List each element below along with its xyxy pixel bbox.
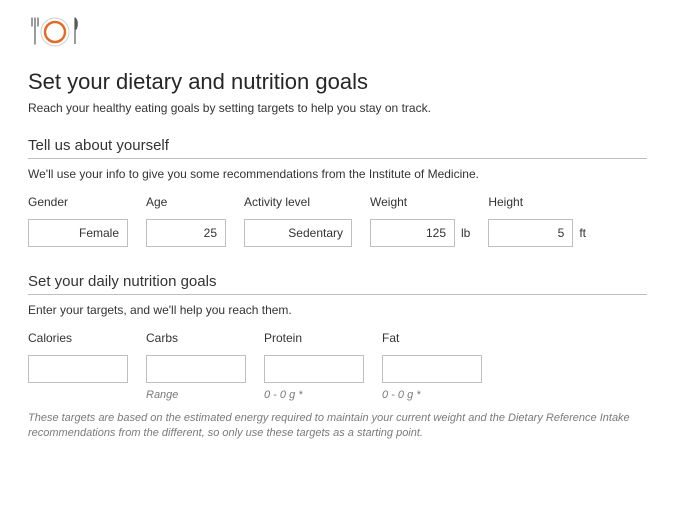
carbs-helper: Range — [146, 389, 246, 401]
age-field: Age 25 — [146, 195, 226, 247]
protein-helper: 0 - 0 g * — [264, 389, 364, 401]
height-unit: ft — [579, 226, 586, 240]
about-row: Gender Female Age 25 Activity level Sede… — [28, 195, 647, 247]
plate-setting-icon — [28, 14, 647, 55]
height-label: Height — [488, 195, 586, 209]
fat-label: Fat — [382, 331, 482, 345]
page-title: Set your dietary and nutrition goals — [28, 69, 647, 95]
protein-label: Protein — [264, 331, 364, 345]
activity-label: Activity level — [244, 195, 352, 209]
calories-field: Calories — [28, 331, 128, 401]
weight-input[interactable]: 125 — [370, 219, 455, 247]
activity-field: Activity level Sedentary — [244, 195, 352, 247]
protein-field: Protein 0 - 0 g * — [264, 331, 364, 401]
page-subtitle: Reach your healthy eating goals by setti… — [28, 101, 647, 115]
carbs-input[interactable] — [146, 355, 246, 383]
activity-input[interactable]: Sedentary — [244, 219, 352, 247]
carbs-label: Carbs — [146, 331, 246, 345]
fat-field: Fat 0 - 0 g * — [382, 331, 482, 401]
gender-label: Gender — [28, 195, 128, 209]
calories-input[interactable] — [28, 355, 128, 383]
weight-label: Weight — [370, 195, 470, 209]
gender-field: Gender Female — [28, 195, 128, 247]
weight-field: Weight 125 lb — [370, 195, 470, 247]
calories-label: Calories — [28, 331, 128, 345]
carbs-field: Carbs Range — [146, 331, 246, 401]
fat-helper: 0 - 0 g * — [382, 389, 482, 401]
goals-heading: Set your daily nutrition goals — [28, 273, 647, 295]
height-input[interactable]: 5 — [488, 219, 573, 247]
gender-input[interactable]: Female — [28, 219, 128, 247]
footnote: These targets are based on the estimated… — [28, 411, 647, 442]
age-input[interactable]: 25 — [146, 219, 226, 247]
about-desc: We'll use your info to give you some rec… — [28, 167, 647, 181]
goals-desc: Enter your targets, and we'll help you r… — [28, 303, 647, 317]
fat-input[interactable] — [382, 355, 482, 383]
protein-input[interactable] — [264, 355, 364, 383]
about-heading: Tell us about yourself — [28, 137, 647, 159]
weight-unit: lb — [461, 226, 470, 240]
height-field: Height 5 ft — [488, 195, 586, 247]
age-label: Age — [146, 195, 226, 209]
goals-row: Calories Carbs Range Protein 0 - 0 g * F… — [28, 331, 647, 401]
